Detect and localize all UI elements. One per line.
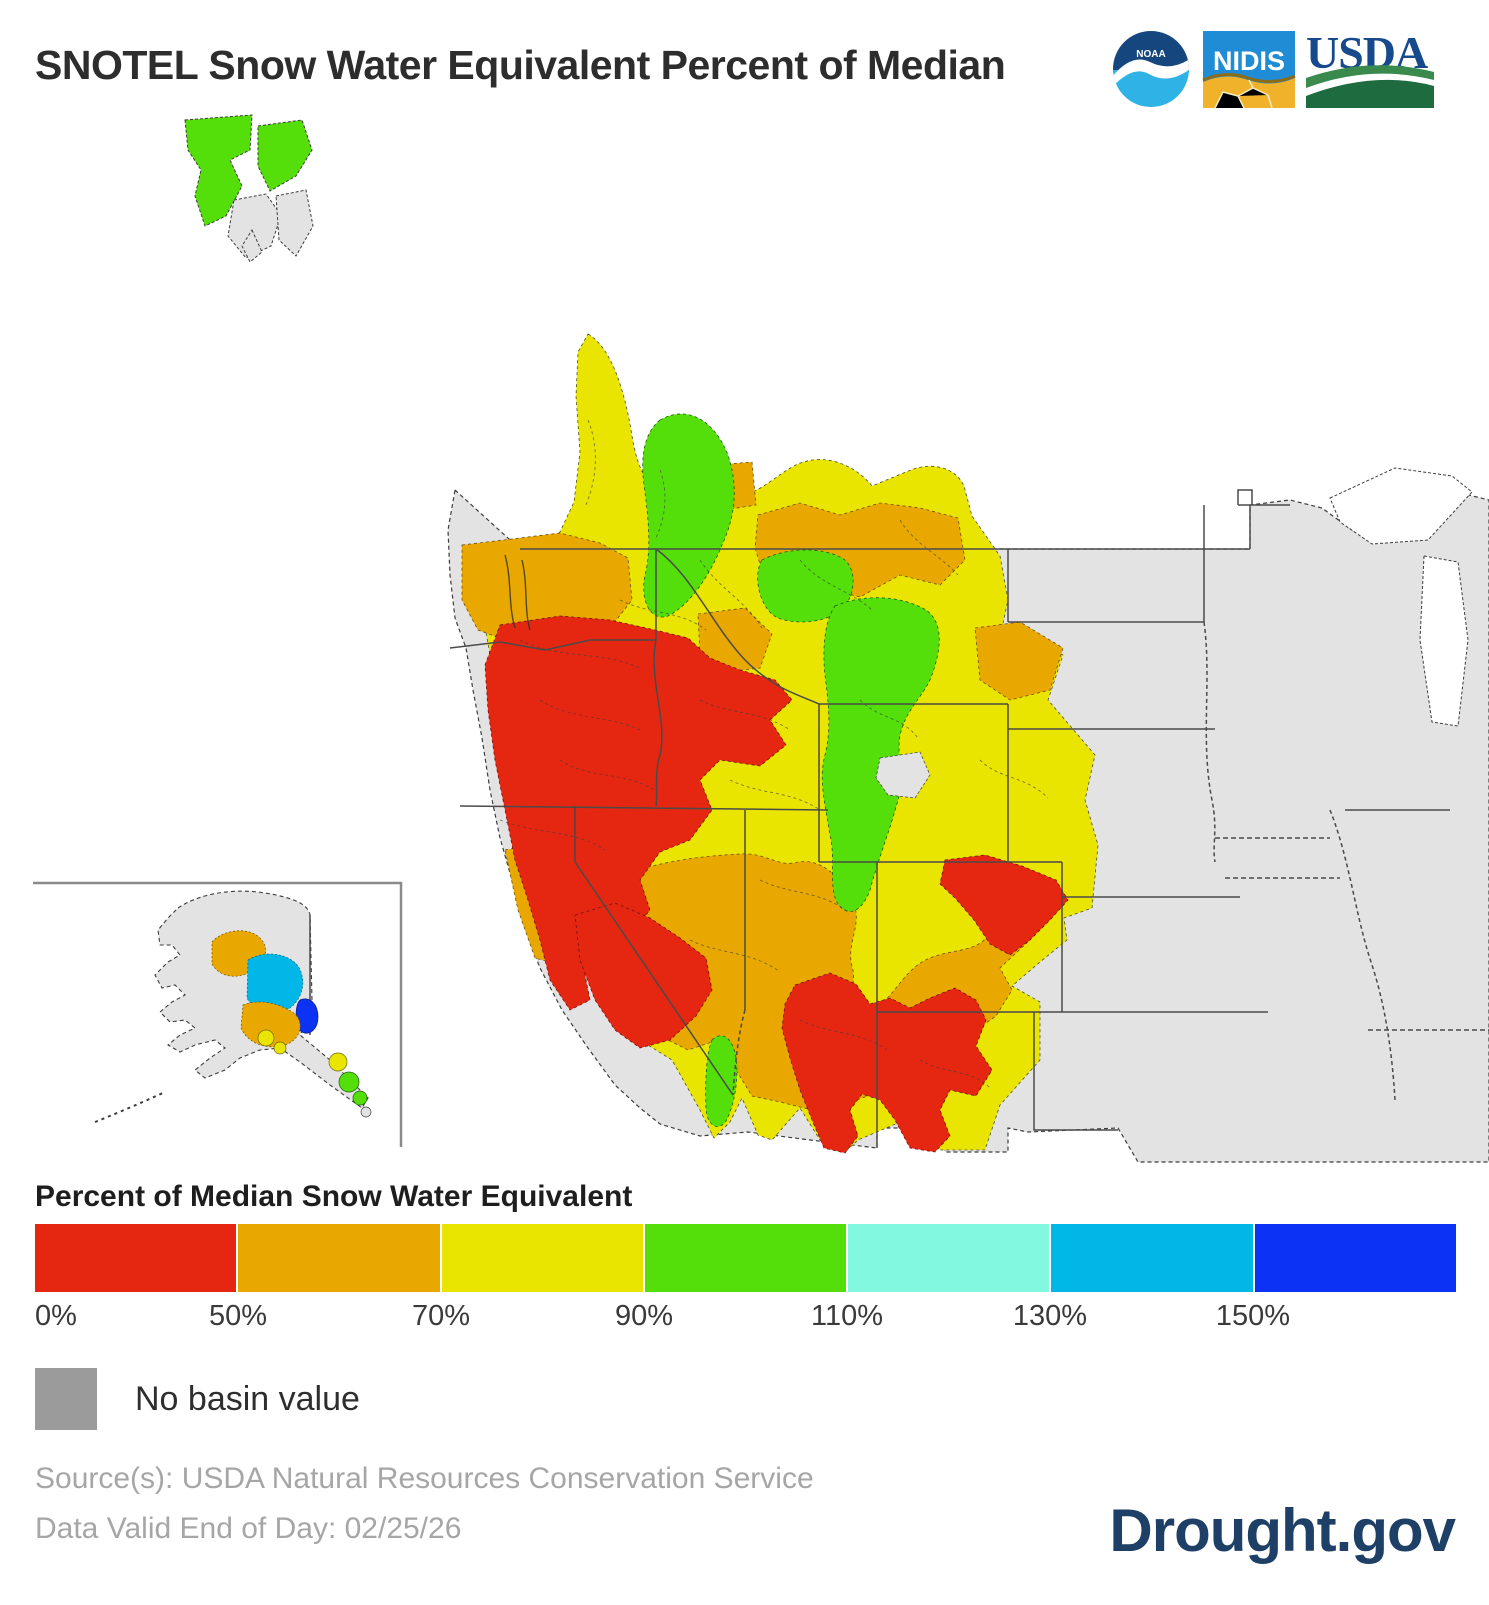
legend-tick-150%: 150% — [1215, 1300, 1291, 1332]
ak-panhandle-green-2 — [352, 1090, 368, 1106]
wyoming-nonbasin-notch — [875, 751, 931, 799]
legend-tick-110%: 110% — [810, 1300, 884, 1332]
puget-sound — [504, 554, 531, 631]
green-basins — [642, 413, 940, 1127]
state-borders — [449, 489, 1489, 1148]
legend-tick-90%: 90% — [614, 1300, 674, 1332]
legend-tick-labels: 0% 50% 70% 90% 110% 130% 150% — [35, 1300, 1456, 1336]
nidis-logo: NIDIS — [1202, 31, 1296, 109]
agency-logos: NOAA NIDIS USDA — [1113, 27, 1434, 109]
page-title: SNOTEL Snow Water Equivalent Percent of … — [35, 42, 1006, 88]
legend-tick-50%: 50% — [208, 1300, 268, 1332]
drought-gov-brand: Drought.gov — [1109, 1497, 1456, 1564]
ak-basin-orange-lower — [240, 1001, 301, 1048]
basin-boundaries — [499, 419, 1049, 1089]
legend-swatch-130% — [1051, 1224, 1253, 1292]
no-basin-swatch — [35, 1368, 97, 1430]
legend-color-bar — [35, 1224, 1456, 1292]
logo-row: NOAA NIDIS USDA — [1108, 27, 1448, 112]
no-basin-row: No basin value — [35, 1368, 360, 1430]
ak-panhandle-yellow — [328, 1052, 348, 1072]
ak-basin-yellow-2 — [273, 1041, 287, 1055]
data-valid-line: Data Valid End of Day: 02/25/26 — [35, 1512, 462, 1545]
legend-swatch-50% — [238, 1224, 440, 1292]
red-basins — [484, 615, 1069, 1154]
legend-tick-130%: 130% — [1012, 1300, 1088, 1332]
legend-swatch-150% — [1254, 1224, 1456, 1292]
inset-border — [33, 881, 403, 1147]
source-line: Source(s): USDA Natural Resources Conser… — [35, 1462, 814, 1495]
no-basin-label: No basin value — [135, 1379, 360, 1418]
southeast-alaska-fragment — [184, 114, 314, 263]
alaska-inset — [33, 881, 403, 1147]
usda-logo: USDA — [1306, 27, 1434, 108]
legend-swatch-90% — [644, 1224, 847, 1292]
svg-text:NOAA: NOAA — [1136, 49, 1165, 60]
legend-swatch-70% — [441, 1224, 643, 1292]
aleutians — [94, 1091, 166, 1123]
legend-title: Percent of Median Snow Water Equivalent — [35, 1180, 633, 1213]
legend-swatch-110% — [848, 1224, 1050, 1292]
lake-michigan — [1419, 555, 1469, 727]
legend-tick-70%: 70% — [411, 1300, 471, 1332]
legend-swatch-0% — [35, 1224, 237, 1292]
lake-superior — [1329, 467, 1473, 545]
svg-text:NIDIS: NIDIS — [1213, 46, 1285, 76]
ak-basin-yellow-1 — [257, 1029, 275, 1047]
legend-tick-0%: 0% — [35, 1300, 77, 1332]
ak-panhandle-green-1 — [338, 1071, 360, 1093]
ak-panhandle-gray — [360, 1106, 372, 1118]
